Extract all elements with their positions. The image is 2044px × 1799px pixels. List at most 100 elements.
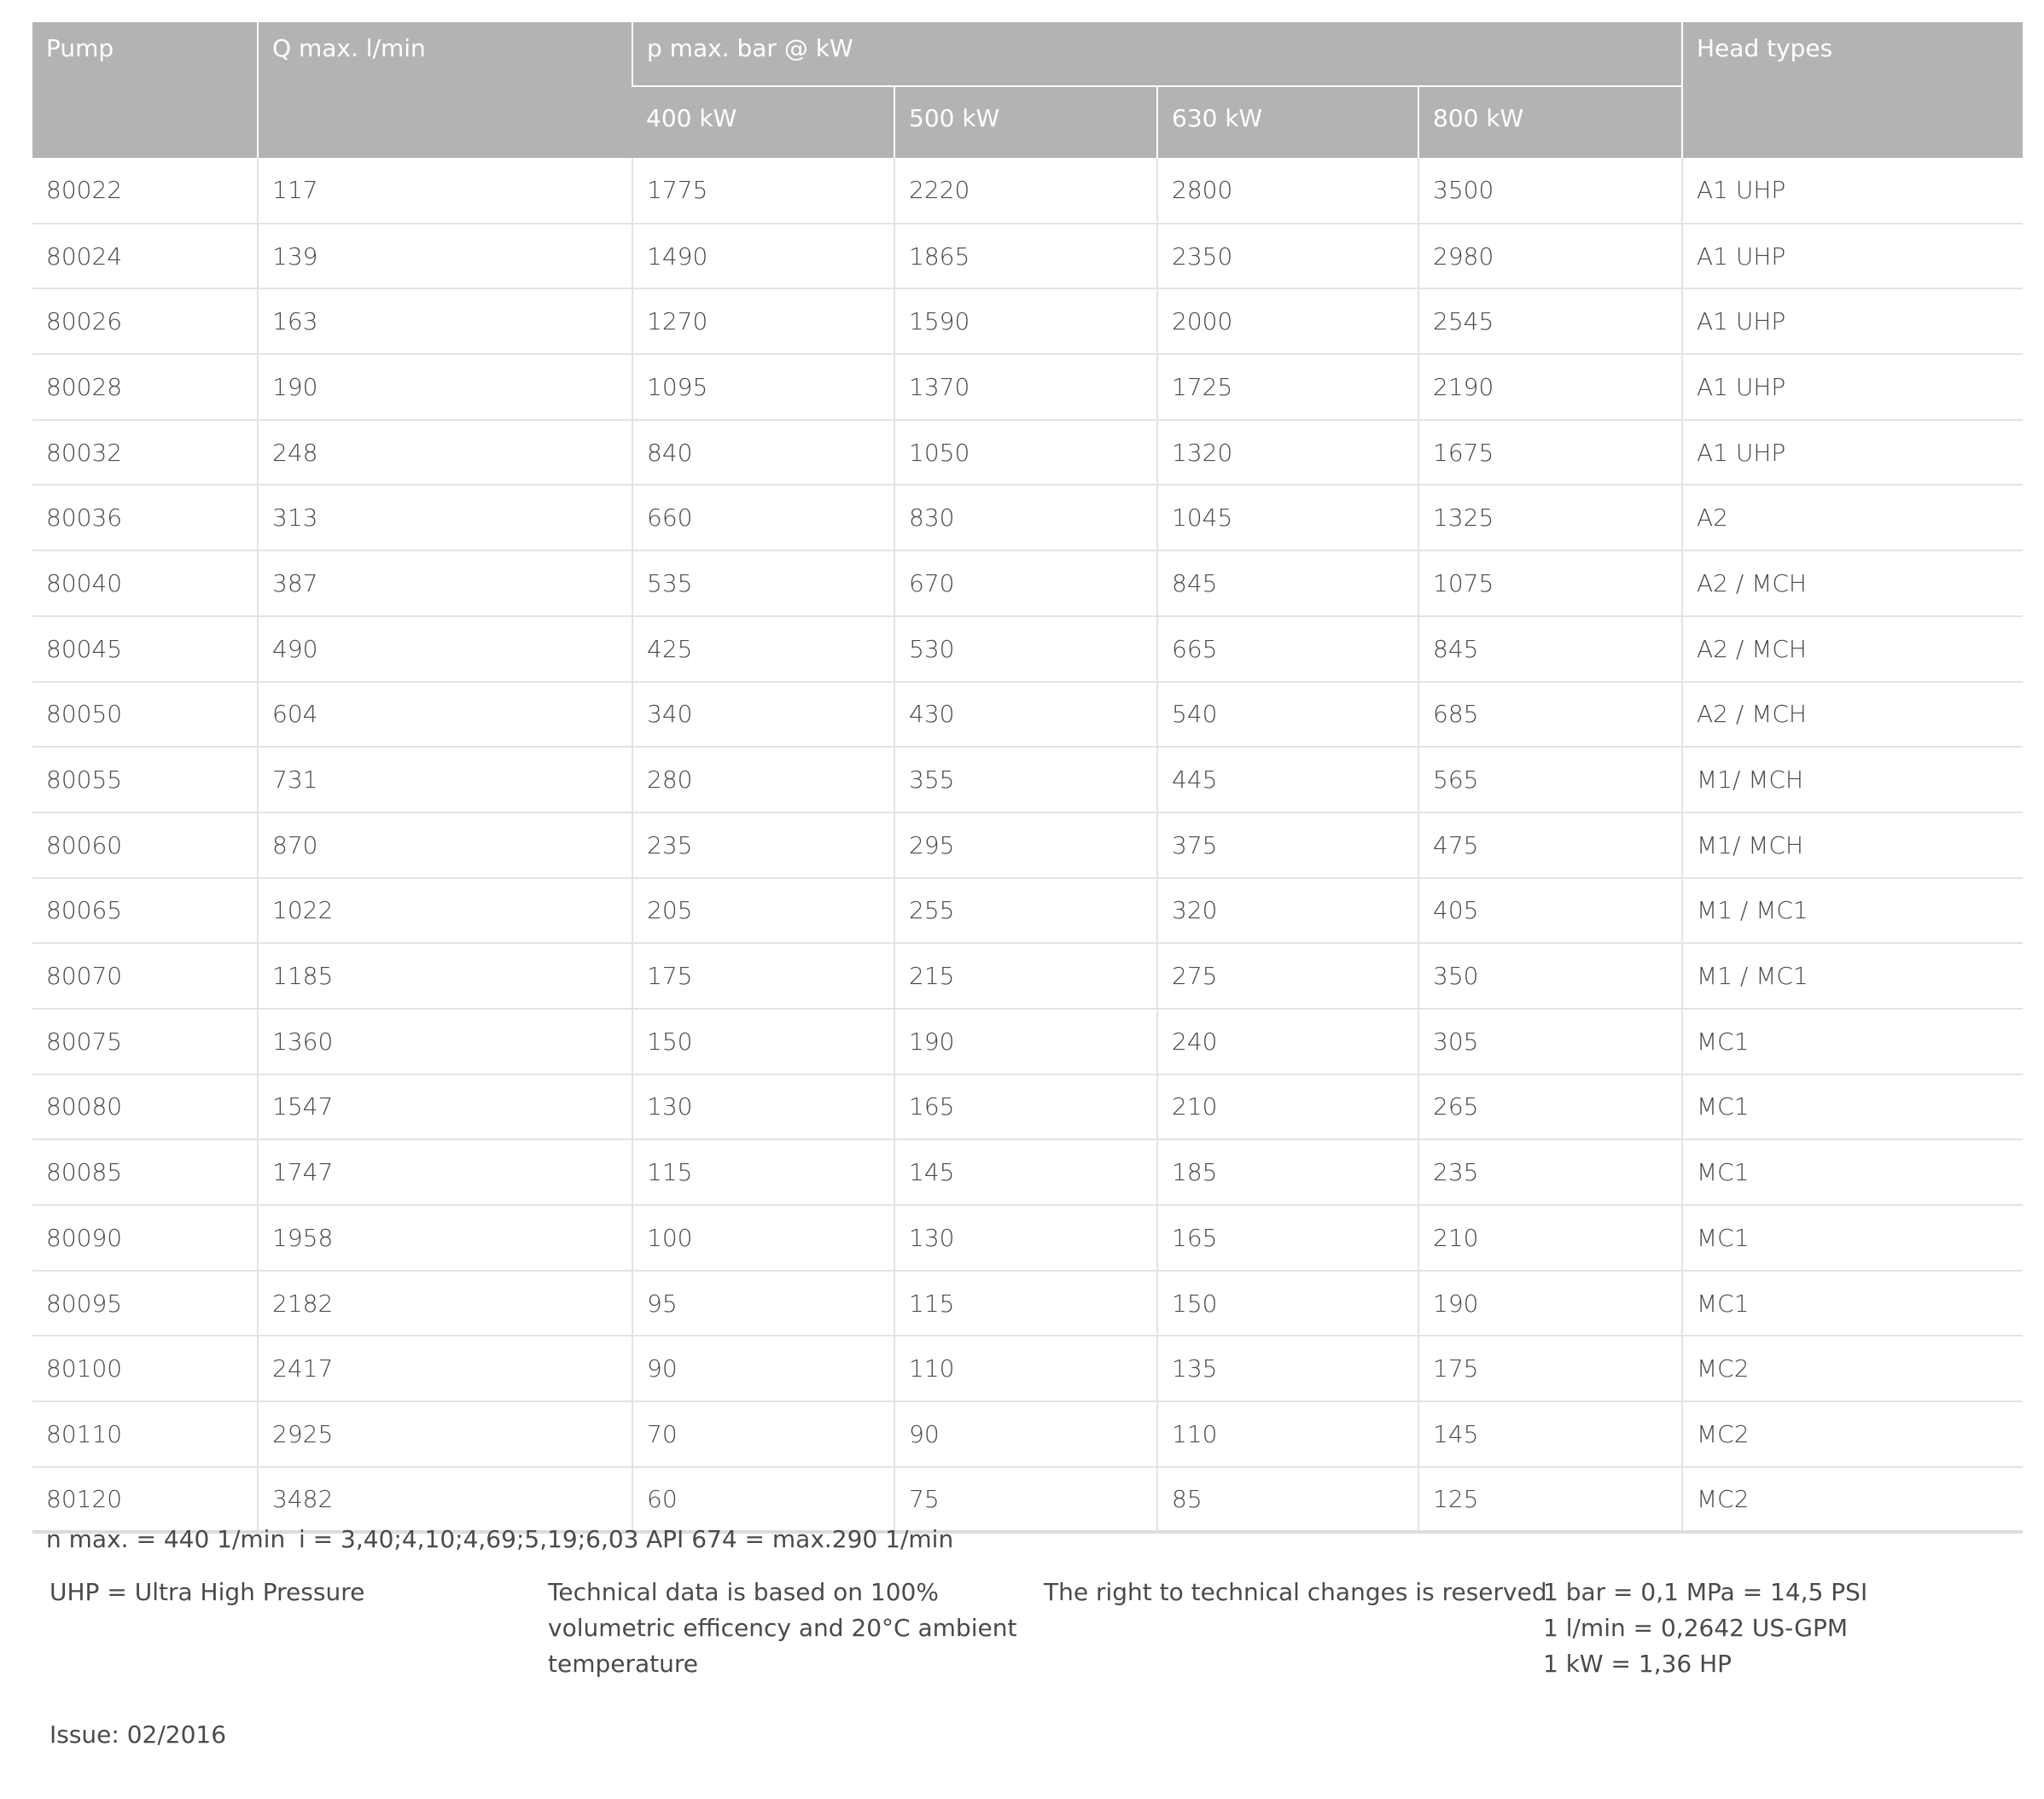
- cell-p-630kw: 665: [1156, 615, 1418, 683]
- cell-head-types: MC1: [1681, 1205, 2023, 1272]
- cell-p-800kw: 125: [1418, 1466, 1682, 1534]
- cell-p-500kw: 190: [894, 1008, 1157, 1075]
- cell-p-400kw: 175: [632, 943, 894, 1010]
- cell-p-500kw: 75: [894, 1466, 1157, 1534]
- cell-p-400kw: 1095: [632, 354, 894, 421]
- cell-pump: 80024: [32, 223, 258, 290]
- table-row: 80070 1185 175 215 275 350 M1 / MC1: [32, 943, 2023, 1010]
- cell-head-types: A1 UHP: [1681, 223, 2023, 290]
- cell-p-630kw: 240: [1156, 1008, 1418, 1075]
- rights-note: The right to technical changes is reserv…: [1044, 1578, 1547, 1606]
- cell-p-800kw: 235: [1418, 1139, 1682, 1206]
- cell-pump: 80095: [32, 1270, 258, 1337]
- ratios-note: i = 3,40;4,10;4,69;5,19;6,03: [299, 1525, 639, 1553]
- cell-q-max: 2182: [257, 1270, 632, 1337]
- cell-q-max: 3482: [257, 1466, 632, 1534]
- cell-p-630kw: 150: [1156, 1270, 1418, 1337]
- cell-p-630kw: 320: [1156, 877, 1418, 945]
- cell-p-800kw: 305: [1418, 1008, 1682, 1075]
- cell-p-630kw: 2000: [1156, 288, 1418, 356]
- cell-p-500kw: 1370: [894, 354, 1157, 421]
- cell-p-630kw: 275: [1156, 943, 1418, 1010]
- cell-head-types: MC2: [1681, 1336, 2023, 1403]
- cell-pump: 80028: [32, 354, 258, 421]
- technical-data-note: Technical data is based on 100% volumetr…: [548, 1575, 1016, 1682]
- table-row: 80028 190 1095 1370 1725 2190 A1 UHP: [32, 354, 2023, 421]
- table-row: 80085 1747 115 145 185 235 MC1: [32, 1139, 2023, 1206]
- cell-p-400kw: 100: [632, 1205, 894, 1272]
- cell-p-800kw: 3500: [1418, 158, 1682, 224]
- cell-pump: 80040: [32, 550, 258, 617]
- cell-p-400kw: 1775: [632, 158, 894, 224]
- cell-p-630kw: 135: [1156, 1336, 1418, 1403]
- cell-p-800kw: 845: [1418, 615, 1682, 683]
- conversion-line: 1 kW = 1,36 HP: [1543, 1650, 1732, 1678]
- cell-pump: 80100: [32, 1336, 258, 1403]
- cell-p-400kw: 1490: [632, 223, 894, 290]
- conversion-line: 1 bar = 0,1 MPa = 14,5 PSI: [1543, 1578, 1868, 1606]
- table-row: 80090 1958 100 130 165 210 MC1: [32, 1205, 2023, 1272]
- cell-q-max: 1022: [257, 877, 632, 945]
- cell-q-max: 190: [257, 354, 632, 421]
- cell-q-max: 139: [257, 223, 632, 290]
- cell-p-800kw: 685: [1418, 681, 1682, 748]
- header-500kw: 500 kW: [894, 85, 1157, 158]
- cell-head-types: A1 UHP: [1681, 419, 2023, 486]
- cell-q-max: 1547: [257, 1074, 632, 1141]
- cell-pump: 80060: [32, 812, 258, 879]
- cell-p-800kw: 2545: [1418, 288, 1682, 356]
- table-row: 80060 870 235 295 375 475 M1/ MCH: [32, 812, 2023, 879]
- cell-pump: 80065: [32, 877, 258, 945]
- cell-p-630kw: 2800: [1156, 158, 1418, 224]
- cell-p-500kw: 530: [894, 615, 1157, 683]
- cell-p-500kw: 130: [894, 1205, 1157, 1272]
- cell-p-630kw: 85: [1156, 1466, 1418, 1534]
- conversion-line: 1 l/min = 0,2642 US-GPM: [1543, 1614, 1848, 1642]
- cell-head-types: A2 / MCH: [1681, 615, 2023, 683]
- conversions-note: 1 bar = 0,1 MPa = 14,5 PSI 1 l/min = 0,2…: [1543, 1575, 1867, 1682]
- technical-data-line: volumetric efficency and 20°C ambient: [548, 1614, 1017, 1642]
- cell-pump: 80050: [32, 681, 258, 748]
- cell-head-types: M1 / MC1: [1681, 877, 2023, 945]
- cell-pump: 80032: [32, 419, 258, 486]
- cell-q-max: 731: [257, 747, 632, 813]
- cell-q-max: 1185: [257, 943, 632, 1010]
- cell-p-630kw: 445: [1156, 747, 1418, 813]
- cell-p-500kw: 145: [894, 1139, 1157, 1206]
- cell-p-800kw: 2190: [1418, 354, 1682, 421]
- cell-p-500kw: 1590: [894, 288, 1157, 356]
- api-note: API 674 = max.290 1/min: [646, 1525, 954, 1553]
- cell-p-800kw: 565: [1418, 747, 1682, 813]
- cell-p-400kw: 95: [632, 1270, 894, 1337]
- cell-p-630kw: 845: [1156, 550, 1418, 617]
- table-row: 80026 163 1270 1590 2000 2545 A1 UHP: [32, 288, 2023, 356]
- cell-p-500kw: 830: [894, 485, 1157, 552]
- cell-p-500kw: 215: [894, 943, 1157, 1010]
- header-p-max: p max. bar @ kW: [632, 22, 1682, 86]
- cell-p-400kw: 660: [632, 485, 894, 552]
- cell-pump: 80080: [32, 1074, 258, 1141]
- cell-head-types: A2 / MCH: [1681, 681, 2023, 748]
- cell-head-types: MC1: [1681, 1139, 2023, 1206]
- cell-p-500kw: 165: [894, 1074, 1157, 1141]
- cell-p-630kw: 1725: [1156, 354, 1418, 421]
- table-row: 80022 117 1775 2220 2800 3500 A1 UHP: [32, 158, 2023, 224]
- cell-pump: 80022: [32, 158, 258, 224]
- cell-head-types: A1 UHP: [1681, 354, 2023, 421]
- cell-q-max: 1360: [257, 1008, 632, 1075]
- cell-p-800kw: 405: [1418, 877, 1682, 945]
- header-630kw: 630 kW: [1156, 85, 1418, 158]
- table-row: 80040 387 535 670 845 1075 A2 / MCH: [32, 550, 2023, 617]
- cell-p-400kw: 90: [632, 1336, 894, 1403]
- cell-p-400kw: 535: [632, 550, 894, 617]
- cell-p-630kw: 210: [1156, 1074, 1418, 1141]
- cell-pump: 80075: [32, 1008, 258, 1075]
- header-head-types: Head types: [1681, 22, 2023, 158]
- technical-data-line: temperature: [548, 1650, 698, 1678]
- cell-p-400kw: 425: [632, 615, 894, 683]
- cell-p-400kw: 60: [632, 1466, 894, 1534]
- table-row: 80024 139 1490 1865 2350 2980 A1 UHP: [32, 223, 2023, 290]
- cell-head-types: MC2: [1681, 1466, 2023, 1534]
- cell-q-max: 387: [257, 550, 632, 617]
- table-row: 80036 313 660 830 1045 1325 A2: [32, 485, 2023, 552]
